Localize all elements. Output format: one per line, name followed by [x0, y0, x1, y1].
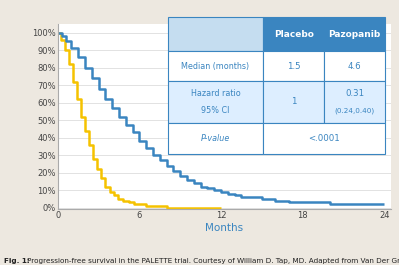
X-axis label: Months: Months [205, 223, 243, 233]
Text: <.0001: <.0001 [308, 134, 340, 143]
Bar [168, 123, 263, 154]
Text: Placebo: Placebo [274, 30, 314, 39]
Bar [168, 81, 263, 123]
Text: Fig. 1:: Fig. 1: [4, 258, 32, 264]
Bar [263, 17, 324, 51]
Bar [324, 81, 385, 123]
Bar [168, 51, 263, 81]
Bar [263, 51, 324, 81]
Text: Hazard ratio: Hazard ratio [191, 89, 240, 98]
Bar [263, 81, 324, 123]
Text: Median (months): Median (months) [182, 62, 249, 71]
Bar [263, 123, 385, 154]
Bar [168, 17, 263, 51]
Text: 0.31: 0.31 [345, 89, 364, 98]
Text: (0.24,0.40): (0.24,0.40) [334, 108, 375, 114]
Bar [324, 51, 385, 81]
Text: Pazopanib: Pazopanib [328, 30, 381, 39]
Text: 95% CI: 95% CI [201, 107, 229, 116]
Text: P-value: P-value [201, 134, 230, 143]
Text: 1: 1 [291, 98, 296, 107]
Text: 4.6: 4.6 [348, 62, 361, 71]
Text: 1.5: 1.5 [287, 62, 300, 71]
Bar [324, 17, 385, 51]
Text: Progression-free survival in the PALETTE trial. Courtesy of William D. Tap, MD. : Progression-free survival in the PALETTE… [27, 257, 399, 264]
